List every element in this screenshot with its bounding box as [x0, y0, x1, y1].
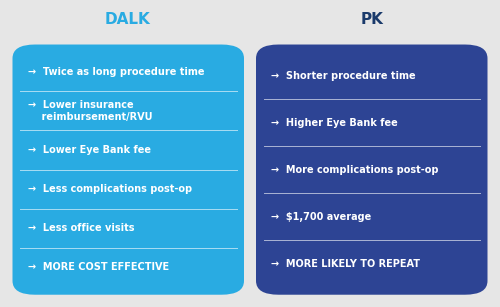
Text: →  More complications post-op: → More complications post-op [271, 165, 438, 175]
Text: →  Less office visits: → Less office visits [28, 223, 134, 233]
Text: →  MORE LIKELY TO REPEAT: → MORE LIKELY TO REPEAT [271, 258, 420, 269]
FancyBboxPatch shape [12, 45, 244, 295]
Text: →  Lower Eye Bank fee: → Lower Eye Bank fee [28, 145, 150, 155]
Text: →  Shorter procedure time: → Shorter procedure time [271, 71, 416, 81]
Text: →  Less complications post-op: → Less complications post-op [28, 184, 192, 194]
Text: DALK: DALK [105, 13, 151, 27]
Text: →  Higher Eye Bank fee: → Higher Eye Bank fee [271, 118, 398, 128]
Text: PK: PK [360, 13, 384, 27]
Text: →  Twice as long procedure time: → Twice as long procedure time [28, 67, 204, 77]
Text: →  $1,700 average: → $1,700 average [271, 212, 371, 222]
Text: →  MORE COST EFFECTIVE: → MORE COST EFFECTIVE [28, 262, 168, 273]
Text: →  Lower insurance
    reimbursement/RVU: → Lower insurance reimbursement/RVU [28, 100, 152, 122]
FancyBboxPatch shape [256, 45, 488, 295]
